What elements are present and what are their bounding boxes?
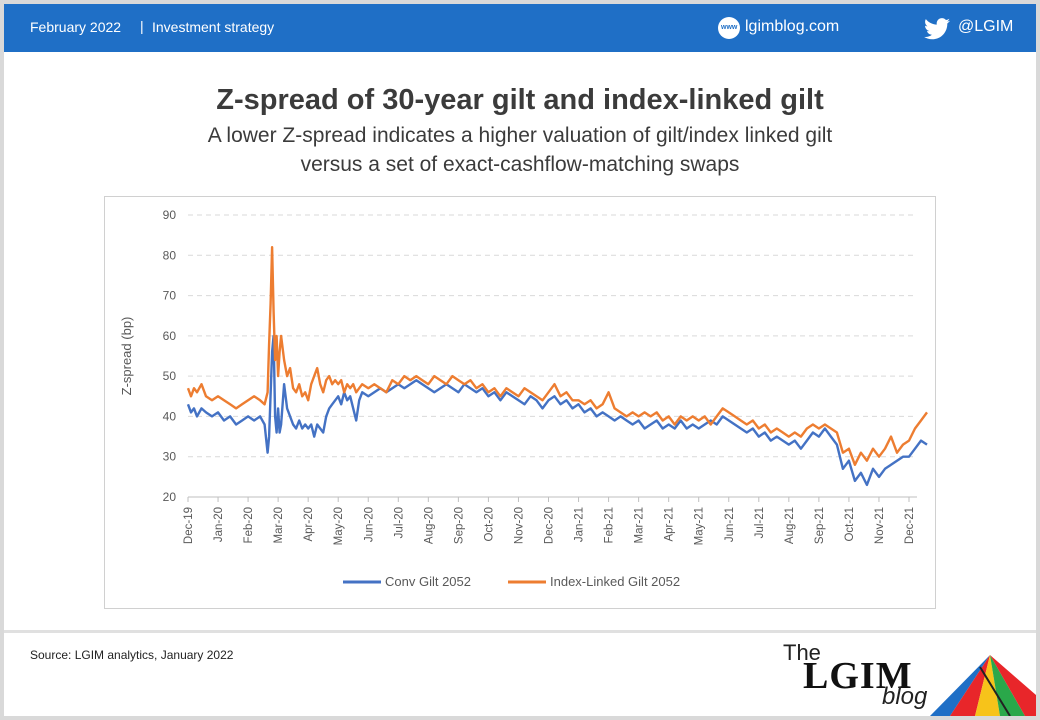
x-tick-label: Jun-20 — [363, 507, 375, 542]
x-tick-label: Oct-20 — [483, 507, 495, 542]
twitter-handle[interactable]: @LGIM — [958, 18, 1014, 35]
z-spread-line-chart: 20 30 40 50 60 70 80 90 Dec-19 Jan-20 Feb-20 Mar-20… — [119, 208, 928, 589]
header-section: Investment strategy — [152, 19, 275, 35]
x-tick-label: May-20 — [333, 507, 345, 545]
x-tick-label: Mar-20 — [273, 507, 285, 543]
x-tick-label: Mar-21 — [634, 507, 646, 543]
website-link[interactable]: lgimblog.com — [745, 18, 840, 35]
subtitle-line-1: A lower Z-spread indicates a higher valu… — [207, 124, 833, 147]
x-tick-label: Nov-21 — [874, 507, 886, 544]
header-separator: | — [140, 18, 144, 34]
x-tick-label: Feb-21 — [604, 507, 616, 543]
x-tick-label: Feb-20 — [243, 507, 255, 543]
logo-lgim-text: LGIM — [803, 655, 913, 697]
chart-subtitle: A lower Z-spread indicates a higher valu… — [4, 121, 1036, 179]
x-tick-label: Sep-21 — [814, 507, 826, 544]
x-tick-label: Aug-20 — [423, 507, 435, 544]
y-axis-label: Z-spread (bp) — [119, 317, 134, 396]
twitter-bird-icon[interactable] — [924, 18, 950, 40]
x-tick-label: Oct-21 — [844, 507, 856, 542]
x-tick-label: Jan-21 — [574, 507, 586, 542]
x-tick-label: Dec-21 — [904, 507, 916, 544]
x-tick-label: Nov-20 — [513, 507, 525, 544]
x-tick-label: Dec-20 — [544, 507, 556, 544]
source-note: Source: LGIM analytics, January 2022 — [30, 648, 234, 662]
x-tick-label: Apr-21 — [664, 507, 676, 542]
y-tick-label: 50 — [163, 369, 177, 383]
logo-the-text: The — [783, 640, 821, 665]
y-tick-label: 60 — [163, 329, 177, 343]
x-tick-label: Jul-20 — [393, 507, 405, 538]
x-tick-label: Jun-21 — [724, 507, 736, 542]
legend-label: Conv Gilt 2052 — [385, 574, 471, 589]
header-date: February 2022 — [30, 19, 122, 35]
y-tick-label: 30 — [163, 450, 177, 464]
legend-label: Index-Linked Gilt 2052 — [550, 574, 680, 589]
www-globe-icon: www — [718, 17, 740, 39]
x-tick-label: Jul-21 — [754, 507, 766, 538]
y-tick-label: 70 — [163, 289, 177, 303]
logo-blog-text: blog — [882, 683, 928, 710]
x-tick-label: Dec-19 — [183, 507, 195, 544]
umbrella-logo-icon — [930, 655, 1036, 716]
x-tick-label: May-21 — [694, 507, 706, 545]
x-tick-label: Apr-20 — [303, 507, 315, 542]
series-line-conv-gilt — [186, 334, 928, 487]
footer-divider — [4, 630, 1036, 633]
x-tick-label: Sep-20 — [453, 507, 465, 544]
y-tick-label: 40 — [163, 409, 177, 423]
x-tick-label: Aug-21 — [784, 507, 796, 544]
y-tick-label: 90 — [163, 208, 177, 222]
series-line-index-linked-gilt — [186, 246, 928, 466]
y-tick-label: 80 — [163, 248, 177, 262]
header-bar: February 2022 | Investment strategy www … — [4, 4, 1036, 52]
subtitle-line-2: versus a set of exact-cashflow-matching … — [300, 153, 740, 176]
y-tick-label: 20 — [163, 490, 177, 504]
chart-title: Z-spread of 30-year gilt and index-linke… — [216, 84, 824, 116]
x-tick-label: Jan-20 — [213, 507, 225, 542]
chart-container: 20 30 40 50 60 70 80 90 Dec-19 Jan-20 Feb-20 Mar-20… — [104, 196, 936, 609]
